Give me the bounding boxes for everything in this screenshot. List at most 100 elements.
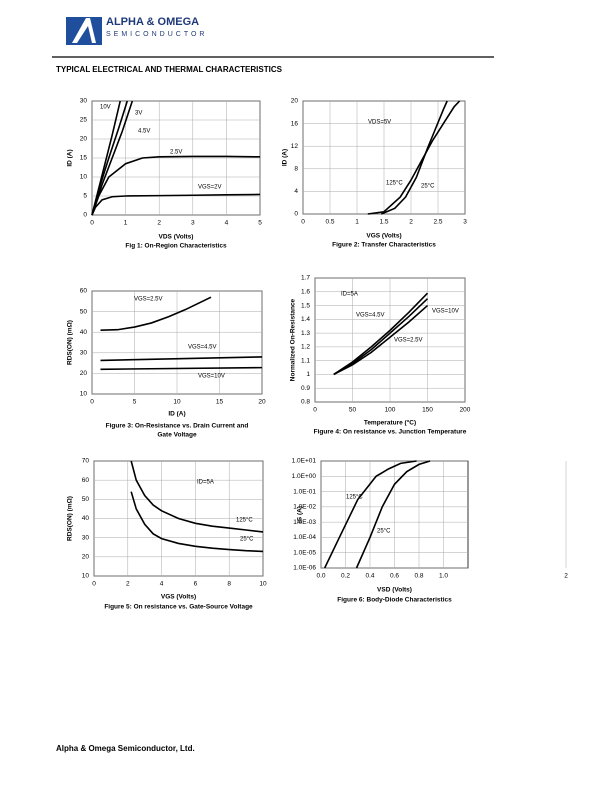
series-label: VGS=10V <box>198 374 225 380</box>
series-line <box>91 155 261 216</box>
x-axis-label: VSD (Volts) <box>377 587 412 594</box>
chart: 0 2 4 6 8 10 10 20 30 40 50 60 70 125°C 25°C ID=5A VGS (… <box>67 458 267 611</box>
y-axis-label: RDS(ON) (mΩ) <box>67 496 74 541</box>
x-tick-label: 15 <box>216 399 224 406</box>
series-label: 125°C <box>386 181 403 187</box>
x-tick-label: 0 <box>90 220 94 227</box>
series-line <box>91 193 261 216</box>
series-line <box>333 292 429 376</box>
x-tick-label: 0.2 <box>341 573 350 580</box>
y-tick-label: 1.0E-02 <box>293 504 316 511</box>
x-tick-label: 1 <box>355 219 359 226</box>
y-tick-label: 0 <box>294 211 298 218</box>
chart: 0 0.5 1 1.5 2 2.5 3 0 4 8 12 16 20 125°C 25°C VDS=5V VGS… <box>282 98 467 249</box>
company-name: ALPHA & OMEGA <box>106 16 199 28</box>
x-tick-label: 2 <box>564 573 568 580</box>
x-tick-label: 8 <box>227 581 231 588</box>
x-tick-label: 0.8 <box>414 573 423 580</box>
y-tick-label: 1.7 <box>301 275 310 282</box>
x-axis-label: ID (A) <box>168 411 185 418</box>
x-tick-label: 3 <box>463 219 467 226</box>
x-tick-label: 2 <box>126 581 130 588</box>
x-tick-label: 10 <box>259 581 267 588</box>
series-line <box>130 460 264 533</box>
y-tick-label: 20 <box>82 554 90 561</box>
series-line <box>130 491 264 553</box>
y-tick-label: 0.8 <box>301 399 310 406</box>
x-axis-label: VGS (Volts) <box>366 233 401 240</box>
y-axis-label: Normalized On-Resistance <box>290 298 297 381</box>
section-title: TYPICAL ELECTRICAL AND THERMAL CHARACTER… <box>56 65 283 74</box>
x-tick-label: 150 <box>422 407 433 414</box>
x-tick-label: 1 <box>124 220 128 227</box>
y-tick-label: 60 <box>80 288 88 295</box>
y-tick-label: 40 <box>80 329 88 336</box>
figure-title: Figure 5: On resistance vs. Gate-Source … <box>104 604 253 611</box>
x-tick-label: 4 <box>160 581 164 588</box>
series-label: VGS=2V <box>198 185 222 191</box>
chart: 0 1 2 3 4 5 0 5 10 15 20 25 30 10V 3V 4.5V 2.5V VGS=2V VDS… <box>67 98 262 250</box>
y-tick-label: 10 <box>82 573 90 580</box>
x-tick-label: 0 <box>313 407 317 414</box>
series-label: VGS=4.5V <box>188 345 217 351</box>
figure-title: Figure 6: Body-Diode Characteristics <box>337 597 452 604</box>
y-tick-label: 1.4 <box>301 316 310 323</box>
y-tick-label: 50 <box>80 308 88 315</box>
x-tick-label: 1.5 <box>379 219 388 226</box>
x-tick-label: 100 <box>385 407 396 414</box>
y-tick-label: 1.0E-04 <box>293 534 316 541</box>
series-line <box>355 460 431 569</box>
series-label: 125°C <box>346 495 363 501</box>
y-axis-label: ID (A) <box>67 149 74 166</box>
figure-title: Gate Voltage <box>157 432 197 439</box>
series-label: VGS=10V <box>432 309 459 315</box>
y-tick-label: 1 <box>306 371 310 378</box>
x-tick-label: 0 <box>90 399 94 406</box>
y-tick-label: 70 <box>82 458 90 465</box>
series-line <box>100 356 263 362</box>
x-tick-label: 0 <box>92 581 96 588</box>
y-axis-label: IS (A) <box>297 506 304 523</box>
x-tick-label: 2.5 <box>433 219 442 226</box>
series-label: VGS=4.5V <box>356 313 385 319</box>
x-axis-label: Temperature (°C) <box>364 419 416 427</box>
series-line <box>333 298 429 376</box>
y-tick-label: 1.0E+00 <box>292 473 317 480</box>
annotation: VDS=5V <box>368 120 391 126</box>
x-tick-label: 1.0 <box>439 573 448 580</box>
y-tick-label: 4 <box>294 188 298 195</box>
series-line <box>323 460 417 569</box>
y-axis-label: RDS(ON) (mΩ) <box>67 320 74 365</box>
y-tick-label: 40 <box>82 515 90 522</box>
y-tick-label: 12 <box>291 143 299 150</box>
series-label: 10V <box>100 105 111 111</box>
chart: 0 50 100 150 200 0.8 0.9 1 1.1 1.2 1.3 1.4 1.5 1.6 1.7… <box>290 275 471 436</box>
y-tick-label: 1.0E+01 <box>292 458 317 465</box>
figure-title: Figure 2: Transfer Characteristics <box>332 242 436 249</box>
series-label: 4.5V <box>138 129 150 135</box>
series-line <box>333 304 429 376</box>
company-subtitle: SEMICONDUCTOR <box>106 31 207 38</box>
y-tick-label: 20 <box>291 98 299 105</box>
y-tick-label: 1.1 <box>301 357 310 364</box>
x-tick-label: 0.4 <box>365 573 374 580</box>
series-line <box>100 366 263 371</box>
x-tick-label: 0.6 <box>390 573 399 580</box>
x-tick-label: 5 <box>258 220 262 227</box>
x-axis-label: VGS (Volts) <box>161 594 196 601</box>
series-line <box>380 100 448 215</box>
y-tick-label: 1.3 <box>301 330 310 337</box>
x-tick-label: 50 <box>349 407 357 414</box>
series-label: VGS=2.5V <box>394 338 423 344</box>
y-tick-label: 0 <box>83 212 87 219</box>
series-line <box>91 100 129 216</box>
y-tick-label: 1.2 <box>301 344 310 351</box>
x-tick-label: 4 <box>225 220 229 227</box>
x-tick-label: 20 <box>258 399 266 406</box>
y-tick-label: 50 <box>82 496 90 503</box>
logo <box>66 17 102 45</box>
y-tick-label: 1.6 <box>301 288 310 295</box>
x-tick-label: 3 <box>191 220 195 227</box>
series-label: 25°C <box>240 537 254 543</box>
